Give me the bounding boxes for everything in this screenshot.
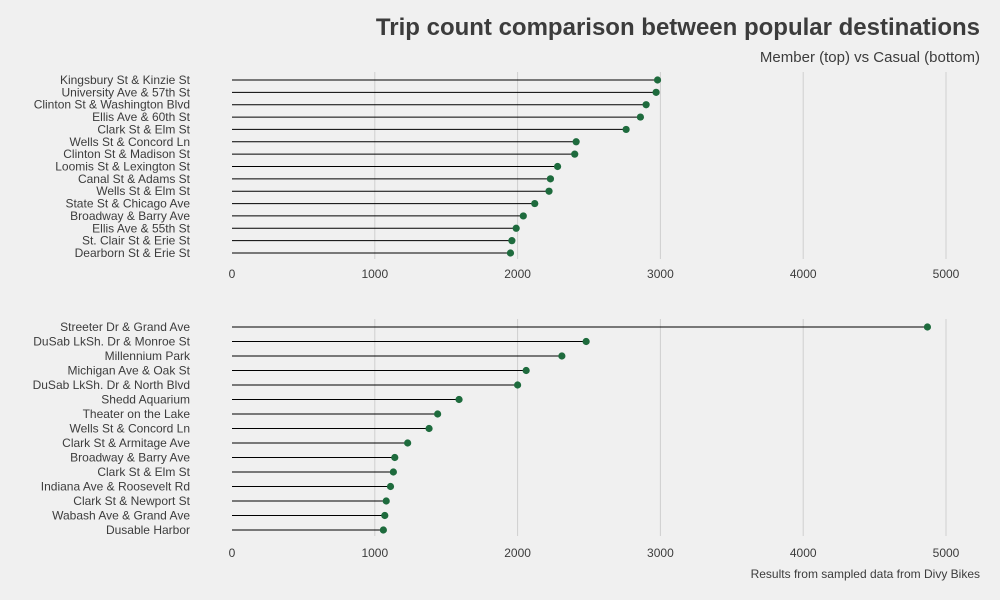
lollipop-point: [391, 453, 399, 462]
category-label: State St & Chicago Ave: [65, 197, 190, 211]
lollipop-point: [519, 212, 527, 220]
category-label: Clark St & Armitage Ave: [62, 436, 190, 450]
category-label: Clinton St & Washington Blvd: [34, 98, 190, 112]
chart-title: Trip count comparison between popular de…: [375, 14, 980, 41]
x-tick-label: 3000: [647, 267, 674, 281]
category-label: Wells St & Concord Ln: [70, 135, 191, 149]
chart-subtitle: Member (top) vs Casual (bottom): [759, 49, 980, 66]
lollipop-point: [425, 424, 433, 433]
lollipop-point: [572, 138, 580, 146]
lollipop-point: [386, 482, 395, 491]
x-tick-label: 4000: [790, 546, 817, 560]
x-tick-label: 1000: [361, 267, 388, 281]
category-label: Clark St & Elm St: [97, 122, 190, 136]
lollipop-point: [434, 410, 442, 418]
x-tick-label: 5000: [933, 546, 960, 560]
category-label: Theater on the Lake: [83, 407, 191, 421]
lollipop-point: [546, 175, 555, 183]
category-label: Canal St & Adams St: [78, 172, 191, 186]
category-label: Indiana Ave & Roosevelt Rd: [41, 480, 190, 494]
lollipop-point: [512, 224, 520, 232]
x-tick-label: 0: [229, 546, 236, 560]
lollipop-point: [455, 395, 463, 404]
lollipop-point: [545, 187, 553, 195]
x-tick-label: 4000: [790, 267, 817, 281]
category-label: DuSab LkSh. Dr & North Blvd: [33, 378, 190, 392]
chart-caption: Results from sampled data from Divy Bike…: [750, 567, 980, 581]
category-label: St. Clair St & Erie St: [82, 234, 191, 248]
lollipop-point: [642, 101, 650, 109]
x-tick-label: 2000: [504, 267, 531, 281]
category-label: Broadway & Barry Ave: [70, 209, 190, 223]
category-label: Streeter Dr & Grand Ave: [60, 320, 190, 334]
lollipop-point: [652, 88, 660, 96]
lollipop-point: [636, 113, 645, 121]
lollipop-point: [558, 352, 566, 360]
lollipop-point: [531, 199, 539, 208]
lollipop-point: [653, 76, 662, 84]
category-label: Shedd Aquarium: [101, 393, 190, 407]
lollipop-point: [622, 125, 630, 134]
lollipop-point: [923, 323, 932, 331]
category-label: Clinton St & Madison St: [63, 147, 190, 161]
lollipop-point: [508, 237, 516, 245]
x-tick-label: 2000: [504, 546, 531, 560]
chart-panel-2: 0 1000 2000 3000 4000 5000 Streeter Dr & Grand…: [33, 319, 960, 560]
category-label: Dearborn St & Erie St: [75, 246, 191, 260]
category-label: Clark St & Elm St: [97, 465, 190, 479]
lollipop-point: [379, 526, 387, 534]
category-label: Ellis Ave & 55th St: [92, 221, 191, 235]
category-label: DuSab LkSh. Dr & Monroe St: [33, 335, 190, 349]
category-label: Wells St & Elm St: [96, 184, 190, 198]
lollipop-point: [381, 511, 389, 520]
x-tick-label: 5000: [933, 267, 960, 281]
lollipop-point: [389, 468, 397, 476]
lollipop-point: [514, 381, 522, 389]
category-label: Millennium Park: [105, 349, 191, 363]
lollipop-point: [404, 439, 412, 447]
x-tick-label: 1000: [361, 546, 388, 560]
lollipop-point: [571, 150, 579, 158]
lollipop-point: [506, 249, 515, 257]
x-tick-label: 0: [229, 267, 236, 281]
category-label: Wabash Ave & Grand Ave: [52, 509, 190, 523]
category-label: Michigan Ave & Oak St: [67, 364, 190, 378]
category-label: University Ave & 57th St: [61, 85, 190, 99]
lollipop-point: [553, 162, 562, 171]
category-label: Ellis Ave & 60th St: [92, 110, 191, 124]
lollipop-point: [522, 366, 530, 375]
category-label: Broadway & Barry Ave: [70, 451, 190, 465]
lollipop-point: [582, 337, 590, 346]
category-label: Wells St & Concord Ln: [70, 422, 191, 436]
category-label: Clark St & Newport St: [73, 494, 190, 508]
x-tick-label: 3000: [647, 546, 674, 560]
lollipop-point: [382, 497, 390, 505]
category-label: Loomis St & Lexington St: [55, 160, 190, 174]
chart-panel-1: 0 1000 2000 3000 4000 5000 Kingsbury St & Kinz…: [34, 72, 960, 281]
category-label: Dusable Harbor: [106, 523, 190, 537]
category-label: Kingsbury St & Kinzie St: [60, 73, 191, 87]
